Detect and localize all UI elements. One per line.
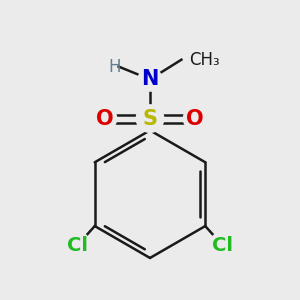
Text: H: H: [108, 58, 121, 76]
Circle shape: [136, 105, 164, 132]
Text: CH₃: CH₃: [189, 51, 220, 69]
Text: O: O: [186, 109, 204, 129]
Circle shape: [63, 232, 91, 260]
Circle shape: [209, 232, 237, 260]
Text: Cl: Cl: [67, 236, 88, 255]
Text: Cl: Cl: [212, 236, 233, 255]
Text: S: S: [142, 109, 158, 129]
Text: O: O: [96, 109, 114, 129]
Text: N: N: [141, 69, 159, 89]
Circle shape: [93, 107, 117, 130]
Circle shape: [183, 107, 207, 130]
Circle shape: [138, 68, 162, 91]
